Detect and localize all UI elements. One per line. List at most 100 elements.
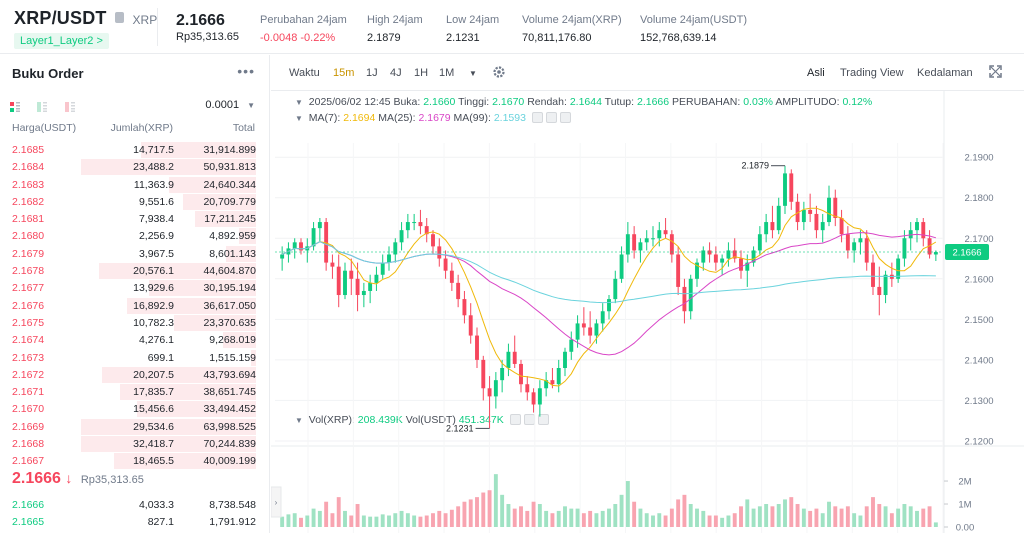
- order-price: 2.1681: [12, 213, 45, 226]
- candle-down: [588, 327, 593, 336]
- view-depth[interactable]: Kedalaman: [917, 67, 973, 79]
- candle-up: [575, 323, 580, 340]
- order-row[interactable]: 2.1666 4,033.3 8,738.548: [0, 497, 270, 514]
- depth-bar: [81, 436, 256, 453]
- order-row[interactable]: 2.1677 13,929.6 30,195.194: [0, 280, 270, 297]
- order-total: 70,244.839: [203, 438, 256, 451]
- order-row[interactable]: 2.1671 17,835.7 38,651.745: [0, 384, 270, 401]
- ma99-line: [281, 241, 936, 304]
- order-row[interactable]: 2.1667 18,465.5 40,009.199: [0, 453, 270, 470]
- volume-bar: [783, 499, 787, 527]
- eye-icon[interactable]: [531, 112, 543, 123]
- volume-bar: [292, 513, 297, 527]
- order-row[interactable]: 2.1665 827.1 1,791.912: [0, 514, 270, 531]
- candle-down: [324, 222, 329, 263]
- order-row[interactable]: 2.1674 4,276.1 9,268.019: [0, 332, 270, 349]
- order-row[interactable]: 2.1673 699.1 1,515.159: [0, 349, 270, 367]
- collapse-icon[interactable]: ▼: [295, 98, 303, 107]
- volume-bar: [512, 508, 517, 527]
- interval-15m[interactable]: 15m: [333, 67, 355, 79]
- more-options-icon[interactable]: •••: [237, 63, 255, 79]
- interval-1h[interactable]: 1H: [414, 67, 429, 79]
- order-row[interactable]: 2.1684 23,488.2 50,931.813: [0, 159, 270, 176]
- order-row[interactable]: 2.1679 3,967.5 8,601.143: [0, 245, 270, 263]
- order-amount: 16,892.9: [133, 299, 174, 312]
- close-icon[interactable]: [559, 112, 571, 123]
- order-row[interactable]: 2.1668 32,418.7 70,244.839: [0, 436, 270, 453]
- info-icon[interactable]: [115, 12, 125, 23]
- order-row[interactable]: 2.1685 14,717.5 31,914.899: [0, 142, 270, 159]
- order-row[interactable]: 2.1682 9,551.6 20,709.779: [0, 193, 270, 211]
- candle-up: [393, 242, 398, 255]
- candle-up: [695, 262, 699, 279]
- volume-bar: [519, 506, 523, 527]
- gear-icon[interactable]: [545, 112, 557, 123]
- candle-up: [563, 351, 567, 368]
- depth-bar: [119, 384, 256, 401]
- order-row[interactable]: 2.1683 11,363.9 24,640.344: [0, 176, 270, 194]
- collapse-icon[interactable]: ▼: [295, 114, 303, 123]
- collapse-icon[interactable]: ▼: [295, 416, 303, 425]
- close-icon[interactable]: [537, 414, 549, 425]
- settings-icon[interactable]: [492, 65, 506, 82]
- volume-bar: [864, 506, 869, 527]
- volume-bar: [701, 510, 706, 527]
- last-price-idr: Rp35,313.65: [176, 31, 239, 43]
- volume-bar: [801, 508, 806, 527]
- volume-bar: [324, 501, 329, 527]
- stat-value: 70,811,176.80: [522, 32, 592, 44]
- order-row[interactable]: 2.1675 10,782.3 23,370.635: [0, 314, 270, 332]
- volume-bar: [317, 510, 322, 527]
- candle-down: [921, 222, 926, 239]
- candle-up: [701, 250, 706, 263]
- high-label: 2.1879: [741, 161, 769, 171]
- interval-more-icon[interactable]: ▼: [469, 69, 477, 78]
- candle-down: [330, 262, 335, 267]
- order-row[interactable]: 2.1681 7,938.4 17,211.245: [0, 211, 270, 228]
- order-total: 63,998.525: [203, 420, 256, 433]
- candle-down: [676, 254, 681, 287]
- interval-1m[interactable]: 1M: [439, 67, 455, 79]
- order-row[interactable]: 2.1669 29,534.6 63,998.525: [0, 418, 270, 436]
- order-price: 2.1683: [12, 178, 45, 191]
- book-bids-icon[interactable]: [37, 99, 48, 112]
- tick-size-select[interactable]: 0.0001 ▼: [205, 99, 255, 111]
- book-asks-icon[interactable]: [64, 99, 75, 112]
- eye-icon[interactable]: [509, 414, 521, 425]
- volume-bar: [405, 513, 410, 527]
- order-row[interactable]: 2.1678 20,576.1 44,604.870: [0, 263, 270, 280]
- candle-up: [657, 230, 662, 239]
- order-price: 2.1670: [12, 403, 45, 416]
- view-tradingview[interactable]: Trading View: [840, 67, 904, 79]
- panel-collapse-handle[interactable]: [271, 486, 282, 518]
- candle-down: [795, 201, 800, 223]
- candle-down: [632, 234, 637, 251]
- candle-down: [550, 380, 555, 385]
- candle-up: [883, 274, 888, 296]
- stat-volume-base: Volume 24jam(XRP) 70,811,176.80: [522, 14, 622, 44]
- interval-1j[interactable]: 1J: [366, 67, 378, 79]
- price-chart[interactable]: 2.1900 2.1800 2.1700 2.1600 2.1500 2.1400 2.13…: [271, 91, 1024, 533]
- interval-4j[interactable]: 4J: [390, 67, 402, 79]
- volume-bar: [726, 515, 731, 527]
- candle-up: [537, 388, 542, 405]
- pair-selector[interactable]: XRP/USDT XRP: [14, 8, 157, 29]
- book-both-icon[interactable]: [10, 99, 20, 112]
- order-row[interactable]: 2.1680 2,256.9 4,892.959: [0, 228, 270, 245]
- order-row[interactable]: 2.1672 20,207.5 43,793.694: [0, 366, 270, 384]
- candle-down: [456, 282, 461, 300]
- mid-price-idr: Rp35,313.65: [80, 474, 144, 486]
- volume-bar: [695, 508, 699, 527]
- view-original[interactable]: Asli: [807, 67, 825, 79]
- volume-bar: [839, 508, 844, 527]
- candle-down: [739, 258, 743, 271]
- tick-size-value: 0.0001: [205, 99, 240, 111]
- volume-bar: [739, 506, 743, 527]
- volume-bar: [833, 506, 838, 527]
- volume-bar: [927, 506, 932, 527]
- gear-icon[interactable]: [523, 414, 535, 425]
- order-row[interactable]: 2.1676 16,892.9 36,617.050: [0, 297, 270, 315]
- fullscreen-icon[interactable]: [989, 65, 1002, 81]
- category-tag[interactable]: Layer1_Layer2 >: [14, 33, 109, 49]
- order-row[interactable]: 2.1670 15,456.6 33,494.452: [0, 401, 270, 418]
